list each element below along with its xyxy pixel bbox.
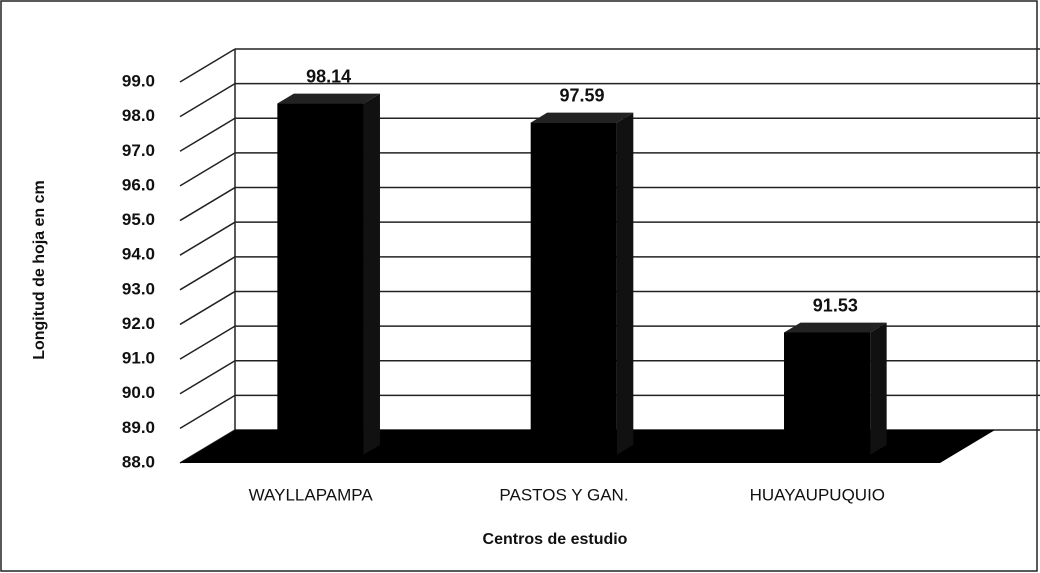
bar-side	[870, 322, 887, 455]
grid-line-side	[179, 48, 236, 83]
data-label: 91.53	[813, 295, 858, 315]
grid-line-side	[179, 325, 236, 360]
grid-line-side	[179, 290, 236, 326]
bar-side	[616, 112, 634, 455]
grid-line-side	[179, 221, 236, 256]
grid-line-side	[179, 256, 236, 291]
y-tick-label: 90.0	[122, 383, 155, 402]
grid-line-side	[179, 117, 236, 152]
grid-line-side	[179, 82, 236, 118]
y-tick-label: 95.0	[122, 210, 155, 229]
grid-line-side	[179, 152, 236, 187]
y-tick-label: 88.0	[122, 452, 155, 471]
bar-top	[277, 93, 380, 104]
bar	[784, 332, 871, 455]
y-tick-label: 98.0	[122, 106, 155, 125]
bar-top	[784, 322, 887, 333]
bar-top	[530, 112, 634, 123]
x-tick-label: HUAYAUPUQUIO	[750, 485, 885, 504]
bar-side	[363, 93, 380, 455]
data-label: 98.14	[306, 66, 351, 86]
y-tick-label: 99.0	[122, 71, 155, 90]
y-tick-label: 92.0	[122, 314, 155, 333]
bar	[277, 103, 364, 455]
y-axis-label: Longitud de hoja en cm	[31, 180, 48, 360]
x-tick-label: PASTOS Y GAN.	[499, 485, 628, 504]
x-axis-label: Centros de estudio	[483, 531, 628, 548]
data-label: 97.59	[559, 85, 604, 105]
x-tick-label: WAYLLAPAMPA	[249, 485, 374, 504]
y-tick-label: 89.0	[122, 418, 155, 437]
y-tick-label: 91.0	[122, 349, 155, 368]
grid-line-side	[179, 186, 236, 222]
y-tick-label: 93.0	[122, 279, 155, 298]
y-tick-label: 96.0	[122, 175, 155, 194]
y-tick-label: 97.0	[122, 141, 155, 160]
grid-line-side	[179, 360, 236, 395]
y-tick-label: 94.0	[122, 245, 155, 264]
grid-line-side	[179, 394, 236, 430]
bar	[530, 122, 617, 455]
